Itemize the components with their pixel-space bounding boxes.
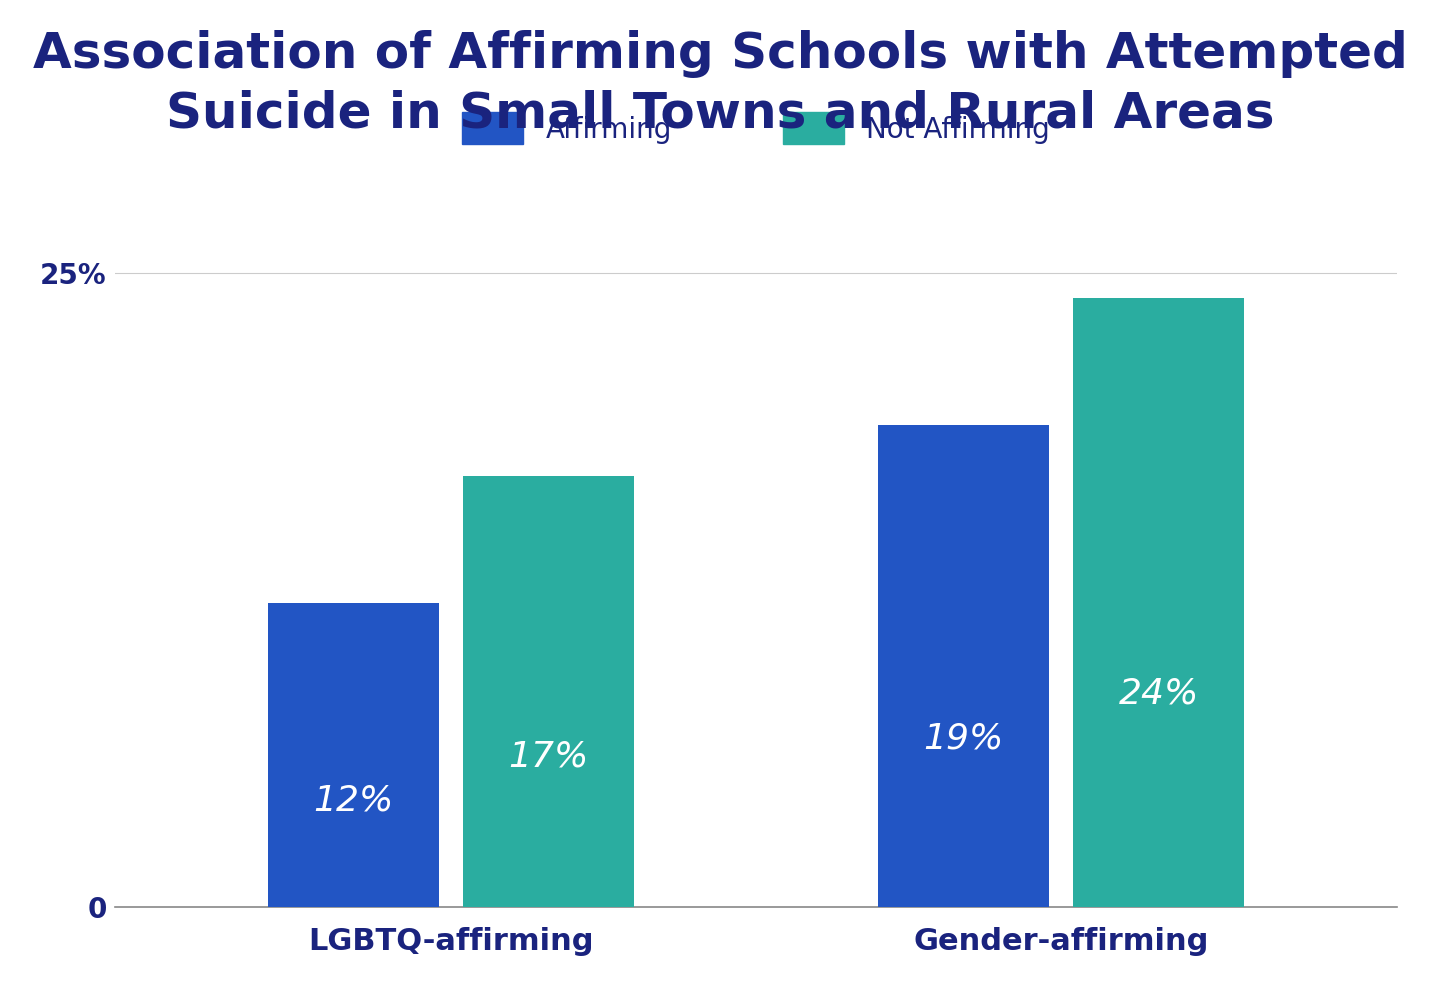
Bar	[464, 476, 634, 907]
Text: Association of Affirming Schools with Attempted
Suicide in Small Towns and Rural: Association of Affirming Schools with At…	[33, 30, 1407, 138]
Text: 19%: 19%	[923, 722, 1004, 755]
Text: 17%: 17%	[508, 739, 589, 773]
Bar	[1073, 298, 1244, 907]
Bar	[268, 603, 439, 907]
Text: 24%: 24%	[1119, 677, 1200, 711]
Bar	[878, 424, 1048, 907]
Text: 12%: 12%	[312, 783, 393, 817]
Legend: Affirming, Not Affirming: Affirming, Not Affirming	[462, 112, 1050, 144]
